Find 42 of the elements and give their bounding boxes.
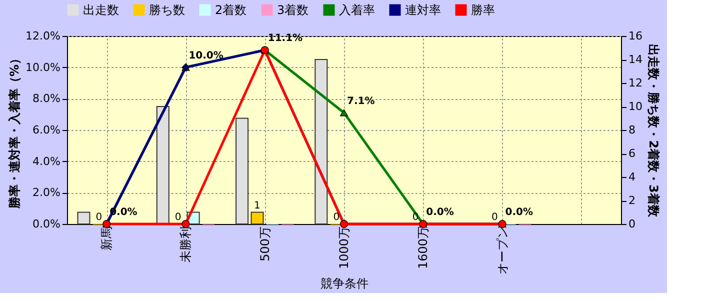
y2-tick-label: 4 — [628, 170, 636, 184]
y2-tick-label: 8 — [628, 124, 636, 136]
y2-tick-label: 0 — [628, 218, 636, 230]
y-tick-label: 6.0% — [32, 124, 60, 136]
y2-tick-label: 2 — [628, 194, 636, 207]
x-tick-label: 1000万 — [337, 226, 351, 270]
x-tick-label: オープン — [495, 226, 510, 274]
legend-label: 入着率 — [339, 3, 375, 17]
data-label: 7.1% — [347, 96, 375, 107]
data-label: 0 — [333, 212, 340, 223]
y-axis-title: 勝率・連対率・入着率（%） — [8, 52, 22, 210]
x-axis-title: 競争条件 — [320, 276, 368, 290]
y-tick-label: 8.0% — [32, 92, 60, 106]
data-label: 1 — [254, 200, 260, 212]
x-tick-label: 500万 — [258, 226, 272, 262]
data-label: 0 — [412, 212, 419, 223]
legend-label: 勝率 — [471, 3, 495, 17]
data-label: 0.0% — [426, 207, 454, 218]
data-label: 0 — [491, 212, 498, 223]
y2-tick-label: 10 — [628, 100, 642, 113]
y-tick-label: 4.0% — [32, 154, 60, 168]
x-tick-label: 1600万 — [416, 226, 430, 270]
data-label: 10.0% — [188, 50, 224, 62]
y-tick-label: 2.0% — [32, 186, 60, 200]
data-label: 0.0% — [505, 207, 534, 218]
legend-label: 連対率 — [405, 3, 441, 17]
y2-tick-label: 16 — [628, 30, 642, 42]
legend-label: 勝ち数 — [149, 3, 185, 17]
y2-axis-title: 出走数・勝ち数・2着数・3着数 — [646, 44, 660, 218]
y2-tick-label: 6 — [628, 147, 636, 160]
data-label: 0 — [174, 212, 182, 223]
legend-label: 出走数 — [83, 3, 119, 17]
x-tick-label: 未勝利 — [178, 226, 193, 262]
y-tick-label: 10.0% — [26, 60, 60, 74]
x-tick-label: 新馬 — [100, 226, 114, 250]
legend-label: 3着数 — [277, 3, 309, 17]
y2-tick-label: 14 — [628, 53, 642, 66]
y-tick-label: 12.0% — [26, 30, 60, 42]
y2-tick-label: 12 — [628, 76, 642, 90]
legend-label: 2着数 — [215, 3, 247, 17]
data-label: 0 — [96, 212, 102, 223]
y-tick-label: 0.0% — [32, 218, 60, 230]
